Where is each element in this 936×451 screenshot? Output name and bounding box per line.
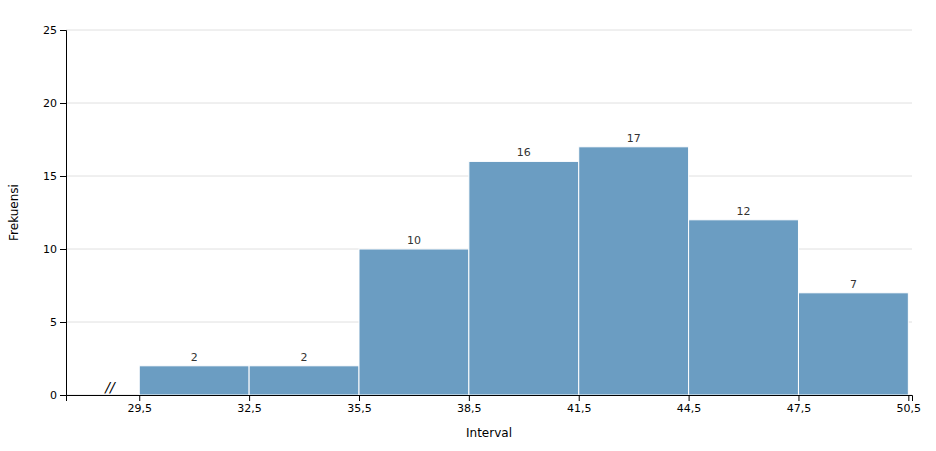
annotation: // bbox=[103, 379, 116, 395]
data-label: 12 bbox=[737, 205, 751, 218]
tick-label: 38,5 bbox=[457, 402, 482, 415]
plot: 29,532,535,538,541,544,547,550,505101520… bbox=[43, 24, 921, 415]
tick-label: 25 bbox=[43, 24, 57, 37]
tick-mark bbox=[798, 395, 799, 401]
data-label: 10 bbox=[407, 234, 421, 247]
tick: 41,5 bbox=[567, 395, 592, 415]
bar bbox=[249, 366, 359, 395]
grid bbox=[66, 30, 912, 395]
tick-label: 10 bbox=[43, 243, 57, 256]
bar bbox=[469, 161, 579, 395]
grid-line bbox=[66, 103, 912, 104]
tick: 10 bbox=[43, 243, 66, 256]
data-label: 17 bbox=[627, 132, 641, 145]
tick-label: 29,5 bbox=[127, 402, 152, 415]
data-label: 2 bbox=[301, 351, 308, 364]
tick-mark bbox=[60, 249, 66, 250]
tick-mark bbox=[359, 395, 360, 401]
tick-mark bbox=[60, 176, 66, 177]
axis-line bbox=[60, 31, 67, 396]
y-axis: 0 5 10 15 20 25 bbox=[43, 24, 67, 402]
tick-label: 32,5 bbox=[237, 402, 262, 415]
bars bbox=[139, 147, 908, 395]
data-label: 2 bbox=[191, 351, 198, 364]
tick: 15 bbox=[43, 170, 66, 183]
tick-label: 15 bbox=[43, 170, 57, 183]
data-labels: 2 2 10 16 17 12 7 bbox=[191, 132, 857, 364]
tick-mark bbox=[60, 395, 66, 396]
tick-mark bbox=[908, 395, 909, 401]
tick-mark bbox=[689, 395, 690, 401]
tick-label: 20 bbox=[43, 97, 57, 110]
axis-line bbox=[67, 396, 913, 402]
chart: 29,532,535,538,541,544,547,550,505101520… bbox=[0, 0, 936, 451]
tick: 32,5 bbox=[237, 395, 262, 415]
tick-mark bbox=[249, 395, 250, 401]
bar bbox=[579, 147, 689, 395]
tick-mark bbox=[139, 395, 140, 401]
tick-mark bbox=[60, 322, 66, 323]
x-axis: 29,5 32,5 35,5 38,5 41,5 44,5 47,5 50,5 bbox=[67, 395, 922, 415]
bar bbox=[139, 366, 249, 395]
bar bbox=[798, 293, 908, 395]
tick-mark bbox=[60, 30, 66, 31]
tick: 25 bbox=[43, 24, 66, 37]
tick-mark bbox=[469, 395, 470, 401]
tick-label: 50,5 bbox=[897, 402, 922, 415]
grid-line bbox=[66, 30, 912, 31]
tick: 50,5 bbox=[897, 395, 922, 415]
tick: 47,5 bbox=[787, 395, 812, 415]
tick: 5 bbox=[50, 316, 66, 329]
tick-mark bbox=[579, 395, 580, 401]
tick: 0 bbox=[50, 389, 66, 402]
data-label: 7 bbox=[850, 278, 857, 291]
x-axis-title: Interval bbox=[466, 426, 512, 440]
bar bbox=[359, 249, 469, 395]
tick: 29,5 bbox=[127, 395, 152, 415]
tick-label: 0 bbox=[50, 389, 57, 402]
y-axis-title: Frekuensi bbox=[7, 184, 21, 241]
tick: 35,5 bbox=[347, 395, 372, 415]
tick-label: 5 bbox=[50, 316, 57, 329]
data-label: 16 bbox=[517, 146, 531, 159]
tick-mark bbox=[60, 103, 66, 104]
tick-label: 35,5 bbox=[347, 402, 372, 415]
tick: 44,5 bbox=[677, 395, 702, 415]
tick-label: 41,5 bbox=[567, 402, 592, 415]
tick: 20 bbox=[43, 97, 66, 110]
bar bbox=[689, 220, 799, 395]
tick-label: 47,5 bbox=[787, 402, 812, 415]
tick: 38,5 bbox=[457, 395, 482, 415]
tick-label: 44,5 bbox=[677, 402, 702, 415]
